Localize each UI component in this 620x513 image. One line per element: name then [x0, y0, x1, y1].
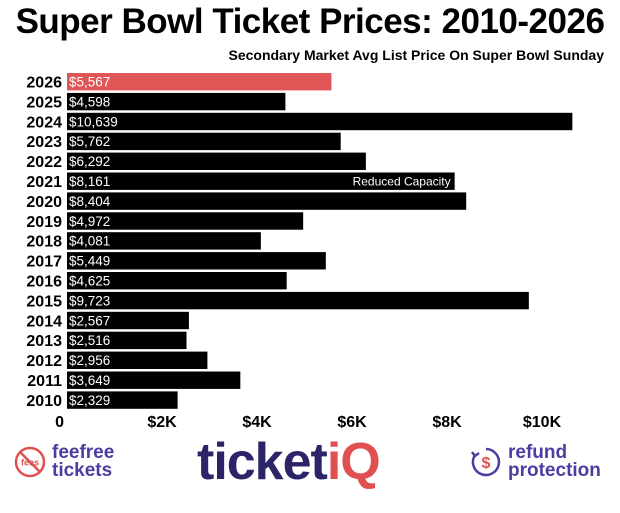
data-label-2011: $3,649	[69, 373, 110, 388]
x-axis-ticks: 0 $2K $4K $6K $8K $10K	[55, 414, 561, 431]
y-tick-label-2022: 2022	[26, 154, 62, 171]
bar-2020	[67, 192, 467, 210]
brand-main-text: ticket	[197, 433, 328, 491]
data-label-2016: $4,625	[69, 274, 110, 289]
bar-2012	[67, 351, 208, 369]
bar-2015	[67, 291, 529, 310]
y-tick-label-2020: 2020	[26, 194, 62, 211]
y-tick-label-2010: 2010	[26, 393, 62, 410]
bar-2024	[67, 112, 573, 131]
data-label-2026: $5,567	[69, 75, 110, 90]
data-label-2020: $8,404	[69, 194, 111, 209]
y-tick-label-2015: 2015	[26, 293, 62, 310]
bar-2016	[67, 272, 287, 290]
no-fees-icon: fees	[14, 446, 46, 478]
y-tick-label-2025: 2025	[26, 94, 62, 111]
data-label-2012: $2,956	[69, 353, 110, 368]
data-label-2025: $4,598	[69, 94, 110, 109]
data-label-2015: $9,723	[69, 293, 110, 308]
data-label-2024: $10,639	[69, 114, 118, 129]
data-label-2021: $8,161	[69, 174, 110, 189]
data-label-2013: $2,516	[69, 333, 110, 348]
data-label-2018: $4,081	[69, 234, 110, 249]
y-tick-label-2017: 2017	[26, 254, 62, 271]
data-label-2022: $6,292	[69, 154, 110, 169]
y-tick-label-2019: 2019	[26, 214, 62, 231]
x-tick-label-0: 0	[55, 414, 64, 431]
y-tick-label-2026: 2026	[26, 75, 62, 92]
x-tick-label-4: $8K	[432, 414, 462, 431]
bar-2021	[67, 172, 455, 190]
y-tick-label-2016: 2016	[26, 274, 62, 291]
y-tick-label-2024: 2024	[26, 114, 62, 131]
refund-line1: refund	[508, 442, 568, 463]
y-tick-label-2013: 2013	[26, 333, 62, 350]
data-label-2019: $4,972	[69, 214, 110, 229]
bar-2010	[67, 391, 178, 409]
data-label-2023: $5,762	[69, 134, 110, 149]
refund-protection-badge[interactable]: $ refund protection	[470, 442, 601, 481]
data-label-2014: $2,567	[69, 313, 110, 328]
fee-free-line1: feefree	[52, 442, 115, 463]
chart-title: Super Bowl Ticket Prices: 2010-2026	[15, 2, 605, 41]
bar-2017	[67, 252, 326, 270]
bar-2023	[67, 132, 341, 151]
ticketiq-logo[interactable]: ticketiQ	[197, 432, 381, 492]
bar-2011	[67, 371, 241, 389]
chart-subtitle: Secondary Market Avg List Price On Super…	[228, 47, 604, 63]
data-label-2010: $2,329	[69, 393, 110, 408]
y-tick-label-2018: 2018	[26, 234, 62, 251]
bar-2018	[67, 232, 261, 250]
x-tick-label-1: $2K	[147, 414, 177, 431]
y-tick-label-2014: 2014	[26, 313, 62, 330]
y-tick-label-2011: 2011	[27, 373, 62, 390]
bars-group: 2026 $5,567 2025 $4,598 2024 $10,639 2023 $5,76…	[26, 73, 573, 410]
bar-2013	[67, 331, 187, 350]
x-tick-label-2: $4K	[242, 414, 272, 431]
bar-2014	[67, 311, 189, 330]
data-label-2017: $5,449	[69, 254, 110, 269]
bar-2026	[67, 73, 332, 91]
brand-accent-text: iQ	[326, 433, 381, 491]
x-tick-label-3: $6K	[337, 414, 367, 431]
x-tick-label-5: $10K	[523, 414, 562, 431]
bar-2019	[67, 212, 304, 230]
fee-free-line2: tickets	[52, 460, 113, 481]
fee-free-badge[interactable]: fees feefree tickets	[14, 442, 115, 481]
bar-2025	[67, 92, 286, 111]
svg-text:$: $	[482, 455, 491, 472]
dollar-refund-icon: $	[471, 447, 501, 477]
y-tick-label-2023: 2023	[26, 134, 62, 151]
bar-2022	[67, 152, 366, 170]
bar-chart: 2026 $5,567 2025 $4,598 2024 $10,639 2023 $5,76…	[26, 73, 573, 431]
y-tick-label-2012: 2012	[26, 353, 62, 370]
y-tick-label-2021: 2021	[26, 174, 62, 191]
refund-line2: protection	[508, 460, 601, 481]
annotation-2021: Reduced Capacity	[353, 175, 451, 189]
